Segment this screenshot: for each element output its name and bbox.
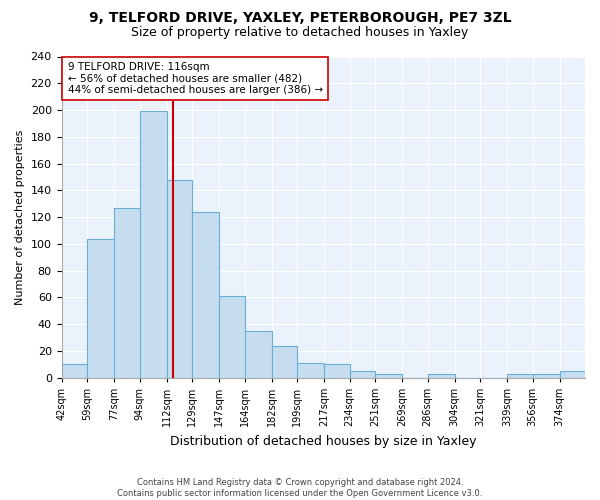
Y-axis label: Number of detached properties: Number of detached properties	[15, 130, 25, 305]
Bar	[219, 296, 245, 378]
Bar	[507, 374, 533, 378]
Bar	[167, 180, 192, 378]
Bar	[245, 331, 272, 378]
Bar	[428, 374, 455, 378]
Bar	[87, 238, 114, 378]
Bar	[375, 374, 402, 378]
Text: Size of property relative to detached houses in Yaxley: Size of property relative to detached ho…	[131, 26, 469, 39]
Text: 9 TELFORD DRIVE: 116sqm
← 56% of detached houses are smaller (482)
44% of semi-d: 9 TELFORD DRIVE: 116sqm ← 56% of detache…	[68, 62, 323, 95]
Text: 9, TELFORD DRIVE, YAXLEY, PETERBOROUGH, PE7 3ZL: 9, TELFORD DRIVE, YAXLEY, PETERBOROUGH, …	[89, 11, 511, 25]
Bar	[324, 364, 350, 378]
Bar	[560, 371, 585, 378]
Text: Contains HM Land Registry data © Crown copyright and database right 2024.
Contai: Contains HM Land Registry data © Crown c…	[118, 478, 482, 498]
Bar	[192, 212, 219, 378]
Bar	[297, 363, 324, 378]
Bar	[350, 371, 375, 378]
Bar	[140, 112, 167, 378]
Bar	[114, 208, 140, 378]
Bar	[62, 364, 87, 378]
X-axis label: Distribution of detached houses by size in Yaxley: Distribution of detached houses by size …	[170, 434, 476, 448]
Bar	[272, 346, 297, 378]
Bar	[533, 374, 560, 378]
